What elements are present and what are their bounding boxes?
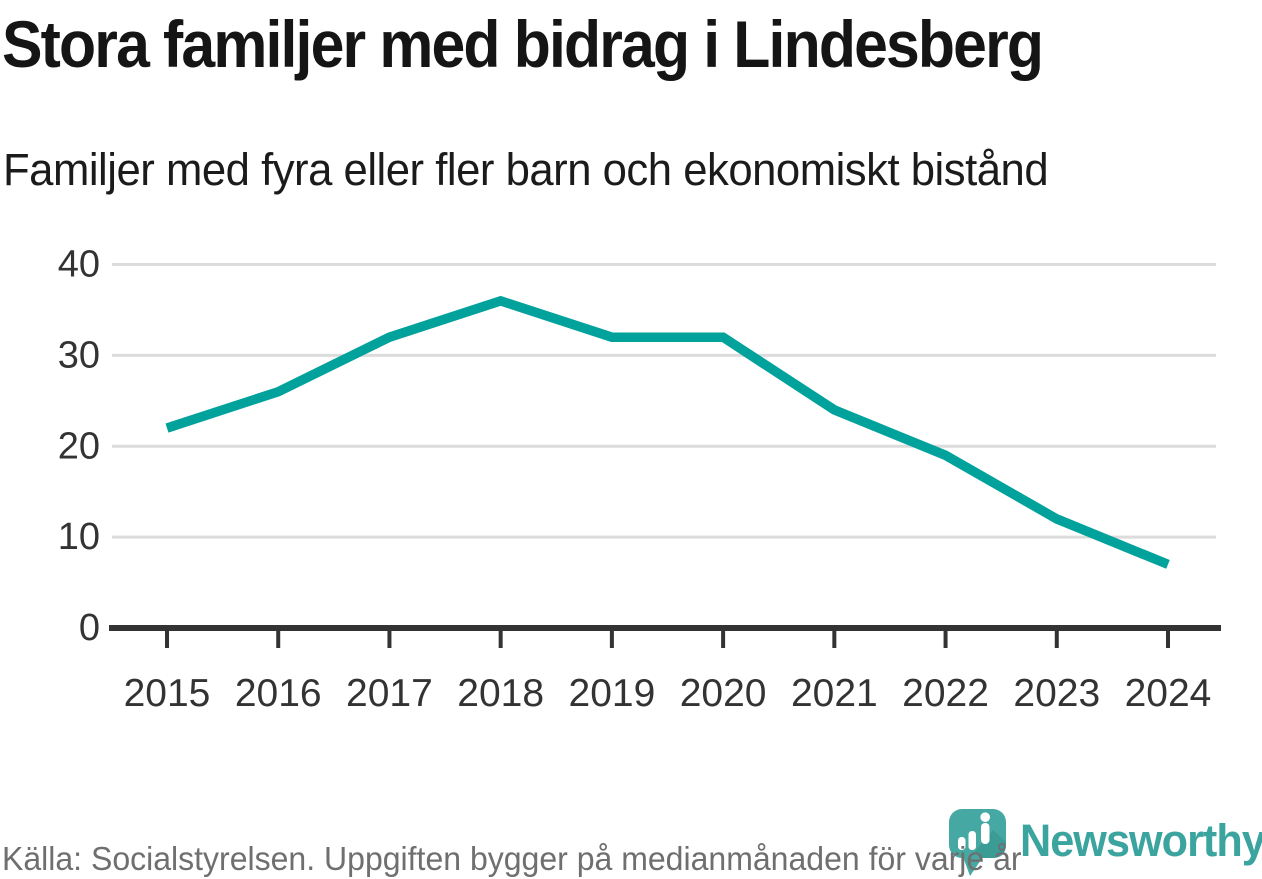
- y-axis-tick-label: 0: [79, 607, 100, 649]
- x-axis-tick-label: 2018: [457, 672, 544, 715]
- y-axis-tick-label: 20: [58, 425, 100, 467]
- x-axis-tick-label: 2024: [1125, 672, 1212, 715]
- y-axis-tick-label: 10: [58, 516, 100, 558]
- newsworthy-pin-barchart-icon: [949, 809, 1006, 876]
- brand-name: Newsworthy: [1020, 815, 1262, 866]
- x-axis-tick-label: 2020: [680, 672, 767, 715]
- data-line: [165, 295, 1170, 569]
- x-axis-tick-label: 2021: [791, 672, 878, 715]
- y-axis-tick-label: 40: [58, 244, 100, 286]
- x-axis-tick-label: 2015: [124, 672, 211, 715]
- x-axis-tick-label: 2016: [235, 672, 322, 715]
- page-title: Stora familjer med bidrag i Lindesberg: [2, 7, 1044, 81]
- x-axis-tick-label: 2017: [346, 672, 433, 715]
- source-note: Källa: Socialstyrelsen. Uppgiften bygger…: [2, 840, 1022, 877]
- x-axis-tick-label: 2023: [1013, 672, 1100, 715]
- x-axis-tick-label: 2022: [902, 672, 989, 715]
- newsworthy-logo: Newsworthy: [948, 808, 1262, 878]
- y-axis-tick-label: 30: [58, 334, 100, 376]
- page-subtitle: Familjer med fyra eller fler barn och ek…: [3, 144, 1049, 195]
- x-axis-tick-label: 2019: [569, 672, 656, 715]
